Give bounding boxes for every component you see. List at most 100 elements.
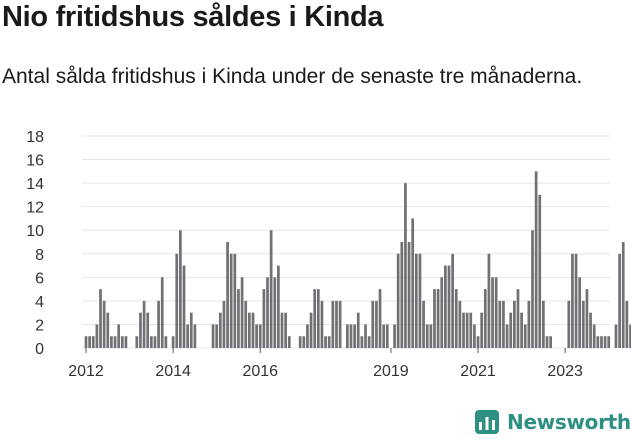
bar	[614, 324, 618, 348]
bar	[469, 312, 473, 348]
bar	[244, 300, 248, 348]
bar	[335, 300, 338, 348]
chart-title: Nio fritidshus såldes i Kinda	[2, 1, 384, 33]
bar	[607, 336, 611, 348]
bar	[400, 242, 404, 348]
bar	[117, 324, 121, 348]
bar	[433, 289, 436, 348]
bar	[393, 324, 396, 348]
bar	[523, 324, 527, 348]
bar	[516, 289, 520, 348]
bar	[171, 336, 175, 348]
y-tick-label: 14	[26, 176, 44, 193]
bar	[338, 300, 342, 348]
bar	[422, 300, 425, 348]
chart-subtitle: Antal sålda fritidshus i Kinda under de …	[2, 65, 583, 88]
bar	[84, 336, 88, 348]
bar	[385, 324, 389, 348]
bar	[396, 253, 400, 348]
bar	[106, 312, 110, 348]
bar	[240, 277, 244, 348]
bar	[411, 218, 415, 348]
bar	[491, 277, 494, 348]
bar	[327, 336, 331, 348]
bar	[462, 312, 465, 348]
bar	[407, 242, 411, 348]
bar	[603, 336, 607, 348]
brand-name: Newsworthy	[507, 410, 631, 434]
bar	[233, 253, 237, 348]
bar	[538, 194, 542, 348]
bar	[454, 289, 458, 348]
bar	[520, 312, 523, 348]
bar	[237, 289, 240, 348]
bar	[287, 336, 291, 348]
bar	[280, 312, 284, 348]
bar	[222, 300, 226, 348]
bar	[349, 324, 353, 348]
bar	[302, 336, 306, 348]
bar	[273, 277, 277, 348]
bar	[110, 336, 113, 348]
bar	[382, 324, 386, 348]
y-tick-label: 8	[35, 247, 44, 264]
bar	[629, 324, 631, 348]
bar	[429, 324, 433, 348]
bar	[284, 312, 287, 348]
bar	[142, 300, 146, 348]
bar	[120, 336, 124, 348]
bar-chart: 0 2 4 6 8 10 12 14 16 18 2012 2014 2016 2019 2021 2023…	[26, 129, 631, 380]
bar	[589, 312, 592, 348]
bar	[571, 253, 574, 348]
bar	[418, 253, 422, 348]
bar	[527, 300, 531, 348]
bar	[585, 289, 589, 348]
bar	[331, 300, 335, 348]
bar	[139, 312, 142, 348]
bar	[534, 171, 538, 348]
bar	[502, 300, 505, 348]
bar	[186, 324, 189, 348]
bar	[99, 289, 102, 348]
bar	[549, 336, 552, 348]
bar	[277, 265, 280, 348]
x-tick-label: 2012	[68, 363, 104, 380]
brand-logo[interactable]: Newsworthy	[475, 408, 631, 436]
bar	[465, 312, 469, 348]
bar	[567, 300, 571, 348]
bar	[146, 312, 150, 348]
bar	[175, 253, 179, 348]
bar	[574, 253, 578, 348]
bar	[298, 336, 302, 348]
bar	[124, 336, 128, 348]
x-tick-label: 2016	[242, 363, 278, 380]
bar	[494, 277, 498, 348]
bar	[226, 242, 229, 348]
y-tick-label: 2	[35, 317, 44, 334]
bar	[425, 324, 429, 348]
y-tick-label: 18	[26, 129, 44, 146]
bar	[596, 336, 600, 348]
bar	[353, 324, 356, 348]
bar	[316, 289, 320, 348]
bar	[102, 300, 106, 348]
x-tick-label: 2021	[460, 363, 496, 380]
bar	[179, 230, 182, 348]
bar	[324, 336, 327, 348]
bar	[157, 300, 160, 348]
y-tick-label: 10	[26, 223, 44, 240]
bar	[371, 300, 375, 348]
bar	[262, 289, 266, 348]
bar	[440, 277, 444, 348]
bar	[91, 336, 95, 348]
bar	[375, 300, 378, 348]
bar	[451, 253, 454, 348]
bar	[95, 324, 99, 348]
bar	[149, 336, 153, 348]
bar	[182, 265, 186, 348]
x-tick-label: 2014	[155, 363, 191, 380]
bar	[360, 336, 364, 348]
bar	[113, 336, 117, 348]
x-tick-label: 2019	[373, 363, 409, 380]
bar	[229, 253, 233, 348]
